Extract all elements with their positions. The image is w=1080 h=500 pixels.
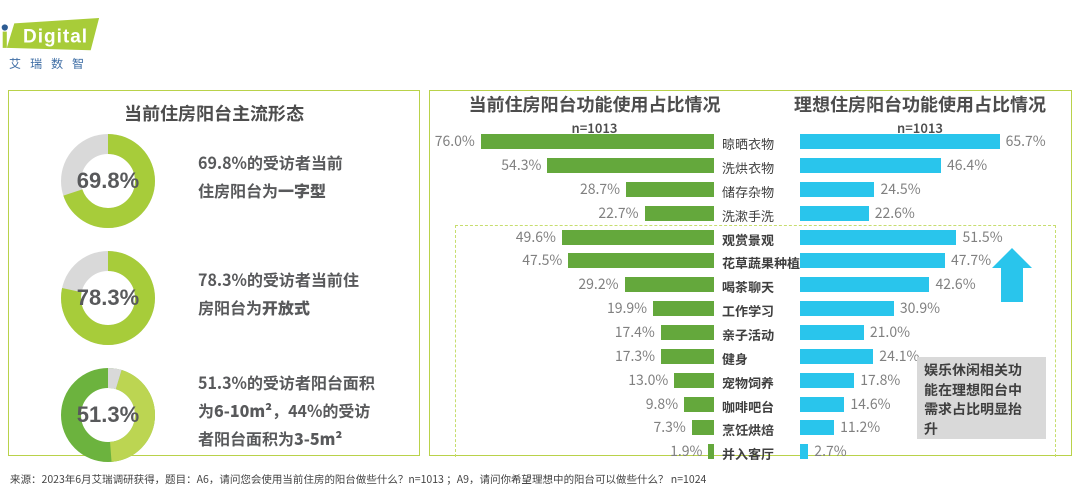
svg-text:78.3%: 78.3% <box>77 285 139 310</box>
svg-text:69.8%: 69.8% <box>77 168 139 193</box>
svg-text:Digital: Digital <box>23 27 88 48</box>
svg-text:51.3%: 51.3% <box>77 402 139 427</box>
